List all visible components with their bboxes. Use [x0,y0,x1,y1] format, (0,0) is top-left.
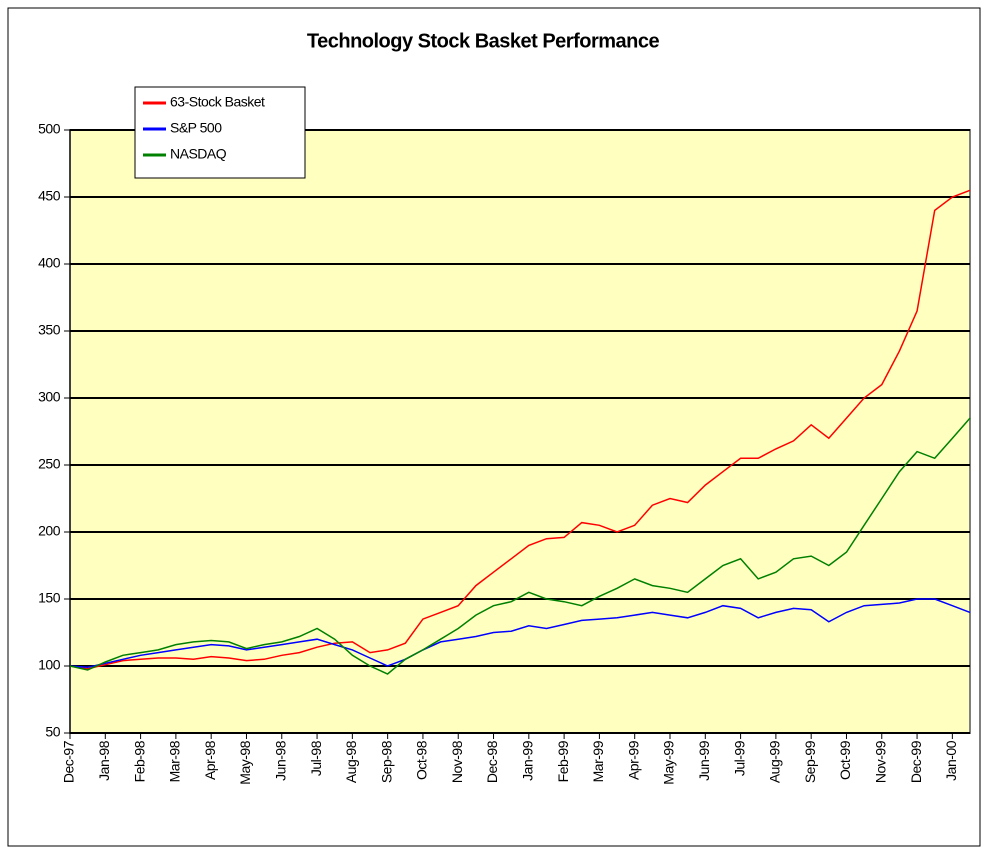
x-tick-label: Oct-98 [414,740,430,780]
x-tick-label: Aug-98 [343,740,359,783]
y-tick-label: 450 [38,188,61,204]
y-tick-label: 400 [38,255,61,271]
x-tick-label: Apr-98 [202,740,218,780]
x-tick-label: Jul-99 [731,740,747,776]
x-tick-label: May-99 [661,740,677,784]
legend-label: S&P 500 [170,120,222,136]
series-line [69,417,971,675]
x-tick-label: Jan-98 [96,740,112,781]
x-tick-label: Sep-98 [378,740,394,783]
y-tick-label: 100 [38,657,61,673]
x-tick-label: Jul-98 [308,740,324,776]
series-line [69,189,971,670]
y-tick-label: 200 [38,523,61,539]
y-tick-label: 50 [45,724,60,740]
x-tick-label: Nov-98 [449,740,465,783]
x-tick-label: Jan-00 [943,740,959,781]
series-line [69,598,971,669]
x-tick-label: Jun-99 [696,740,712,781]
chart-title: Technology Stock Basket Performance [307,30,660,52]
x-tick-label: Dec-99 [908,740,924,783]
x-tick-label: Aug-99 [767,740,783,783]
x-tick-label: Dec-98 [484,740,500,783]
x-tick-label: Apr-99 [625,740,641,780]
x-tick-label: Jan-99 [520,740,536,781]
x-tick-label: Sep-99 [802,740,818,783]
x-tick-label: Mar-98 [167,740,183,782]
y-tick-label: 300 [38,389,61,405]
x-tick-label: Mar-99 [590,740,606,782]
x-tick-label: May-98 [237,740,253,784]
x-tick-label: Feb-99 [555,740,571,782]
x-tick-label: Feb-98 [131,740,147,782]
x-tick-label: Oct-99 [837,740,853,780]
y-tick-label: 350 [38,322,61,338]
y-tick-label: 500 [38,121,61,137]
y-tick-label: 250 [38,456,61,472]
legend-label: NASDAQ [170,146,227,162]
x-tick-label: Dec-97 [61,740,77,783]
x-tick-label: Nov-99 [872,740,888,783]
y-tick-label: 150 [38,590,61,606]
legend-label: 63-Stock Basket [170,94,265,110]
x-tick-label: Jun-98 [272,740,288,781]
